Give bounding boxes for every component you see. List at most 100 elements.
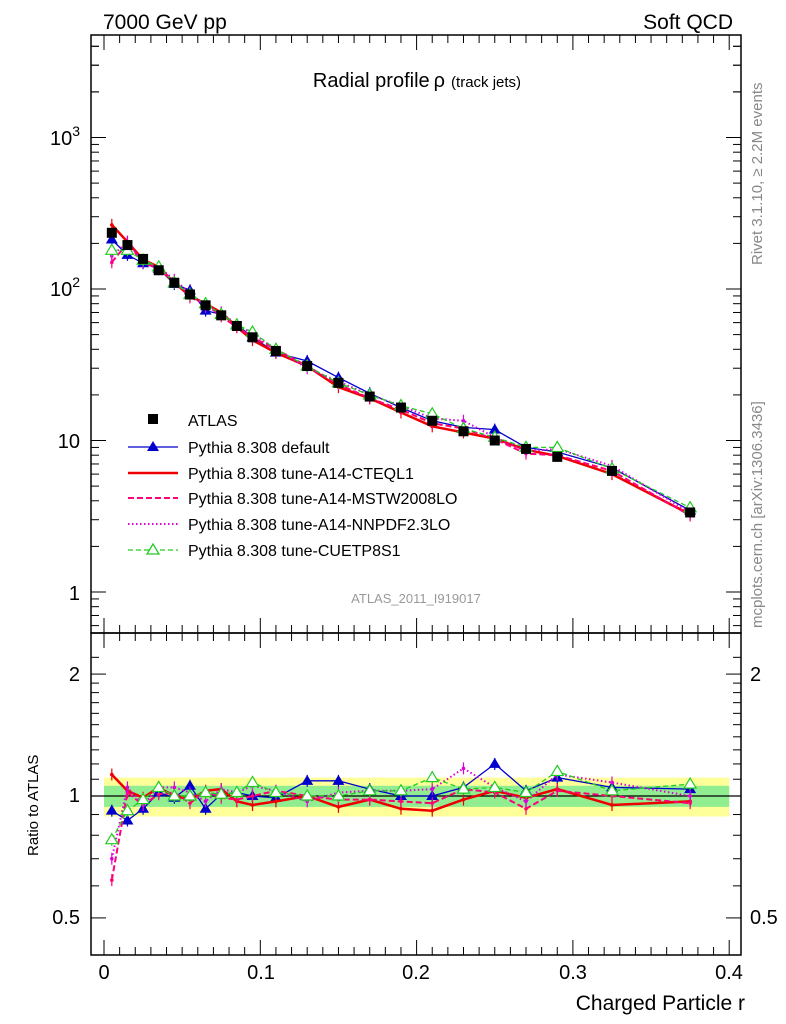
main-series-group: [104, 218, 698, 522]
series-point-mstw: [250, 794, 255, 798]
series-point-cuetp8s1: [120, 803, 135, 816]
series-point-atlas: [364, 391, 375, 402]
series-point-atlas: [489, 435, 500, 446]
main-y-tick-labels: 1 10 102 103: [50, 123, 80, 605]
series-point-cuetp8s1: [229, 785, 244, 798]
series-point-cteql1: [430, 808, 435, 813]
series-point-mstw: [399, 799, 403, 804]
rivet-version-label: Rivet 3.1.10, ≥ 2.2M events: [749, 83, 766, 266]
series-point-default: [488, 757, 501, 768]
series-line-nnpdf: [111, 240, 691, 514]
series-point-mstw: [156, 792, 161, 797]
series-point-mstw: [555, 789, 560, 793]
x-tick-label-02: 0.2: [402, 962, 430, 984]
legend-label-default: Pythia 8.308 default: [188, 440, 330, 457]
series-point-atlas: [458, 426, 469, 437]
series-point-atlas: [333, 377, 344, 388]
series-point-atlas: [552, 451, 563, 462]
series-point-nnpdf: [110, 856, 114, 861]
ratio-axis-ticks: [91, 633, 741, 955]
series-line-mstw: [110, 788, 691, 881]
x-tick-label-04: 0.4: [715, 962, 743, 984]
series-point-cuetp8s1: [136, 792, 151, 805]
series-point-atlas: [169, 277, 180, 288]
main-title-symbol: ρ: [434, 70, 445, 92]
series-point-default: [332, 774, 345, 785]
series-point-atlas: [270, 345, 281, 356]
legend-label-cteql1: Pythia 8.308 tune-A14-CTEQL1: [188, 466, 414, 483]
series-line-default: [111, 763, 691, 822]
series-point-atlas: [216, 310, 227, 321]
series-point-atlas: [302, 361, 313, 372]
series-point-nnpdf: [688, 794, 692, 798]
main-title: Radial profile ρ (track jets): [313, 70, 521, 92]
series-point-mstw: [367, 797, 372, 802]
series-point-cuetp8s1: [268, 785, 283, 798]
legend-item-atlas: ATLAS: [148, 413, 238, 430]
ratio-y-tick-label-05-right: 0.5: [750, 907, 778, 929]
series-point-atlas: [106, 227, 117, 238]
series-point-atlas: [427, 415, 438, 426]
series-point-mstw: [430, 801, 435, 805]
series-point-cuetp8s1: [518, 785, 534, 798]
main-title-text: Radial profile: [313, 70, 430, 92]
series-point-cuetp8s1: [425, 770, 440, 783]
series-point-nnpdf: [461, 418, 466, 423]
main-panel: Radial profile ρ (track jets) ATLAS_2011_I…: [50, 34, 742, 634]
legend-item-cteql1: Pythia 8.308 tune-A14-CTEQL1: [128, 466, 414, 483]
series-point-atlas: [138, 253, 149, 264]
series-point-cuetp8s1: [245, 775, 260, 788]
series-point-cteql1: [610, 803, 614, 807]
legend-label-nnpdf: Pythia 8.308 tune-A14-NNPDF2.3LO: [188, 517, 450, 534]
series-point-mstw: [110, 260, 114, 265]
y-tick-label-1: 1: [69, 583, 80, 605]
series-point-cuetp8s1: [331, 788, 346, 801]
x-tick-label-03: 0.3: [559, 962, 587, 984]
header-energy: 7000 GeV pp: [103, 11, 227, 34]
x-tick-labels: 0 0.1 0.2 0.3 0.4: [98, 962, 742, 984]
series-point-atlas: [200, 300, 211, 311]
series-point-default: [121, 814, 134, 825]
series-point-cuetp8s1: [604, 783, 620, 796]
legend-item-cuetp8s1: Pythia 8.308 tune-CUETP8S1: [128, 542, 401, 560]
legend-label-mstw: Pythia 8.308 tune-A14-MSTW2008LO: [188, 491, 457, 508]
legend-marker-cuetp8s1: [145, 542, 161, 555]
ratio-y-tick-label-2-left: 2: [69, 664, 80, 686]
series-point-nnpdf: [430, 787, 435, 791]
main-title-suffix: (track jets): [451, 74, 521, 91]
series-point-atlas: [685, 507, 696, 518]
series-line-cuetp8s1: [111, 249, 691, 509]
series-point-cteql1: [399, 806, 403, 811]
series-point-mstw: [110, 878, 114, 882]
series-point-mstw: [235, 797, 239, 802]
series-point-cuetp8s1: [393, 783, 409, 796]
series-point-cuetp8s1: [104, 832, 119, 845]
y-tick-label-1000: 103: [50, 123, 80, 150]
series-point-cuetp8s1: [182, 788, 198, 801]
legend-marker-atlas: [148, 414, 158, 424]
series-point-cuetp8s1: [456, 781, 471, 794]
series-point-atlas: [231, 320, 242, 331]
series-point-atlas: [247, 332, 258, 343]
legend-label-atlas: ATLAS: [188, 413, 238, 430]
y-tick-label-100: 102: [50, 274, 80, 301]
series-point-cuetp8s1: [550, 764, 565, 777]
ratio-y-tick-label-1-left: 1: [69, 785, 80, 807]
series-point-nnpdf: [125, 785, 130, 790]
series-point-nnpdf: [203, 799, 208, 804]
ratio-y-axis-label: Ratio to ATLAS: [25, 755, 42, 856]
legend-item-mstw: Pythia 8.308 tune-A14-MSTW2008LO: [128, 491, 457, 508]
ratio-panel: 0.5 1 2 0.5 2 Ratio to ATLAS 0 0.1 0.2 0…: [25, 632, 778, 1015]
series-point-default: [199, 802, 212, 813]
analysis-watermark: ATLAS_2011_I919017: [351, 591, 481, 606]
series-point-cuetp8s1: [104, 243, 119, 255]
series-point-cteql1: [336, 805, 341, 809]
series-point-cuetp8s1: [198, 785, 213, 798]
series-line-cuetp8s1: [111, 770, 691, 841]
series-point-cteql1: [461, 797, 466, 802]
header-process: Soft QCD: [643, 11, 733, 34]
series-point-nnpdf: [172, 785, 177, 790]
series-point-mstw: [688, 801, 692, 805]
series-point-mstw: [188, 801, 192, 805]
